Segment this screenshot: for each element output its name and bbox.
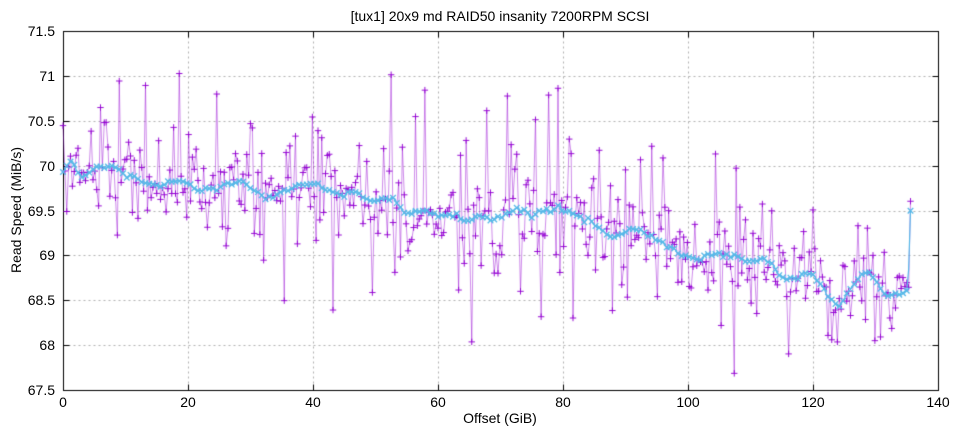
x-tick-label: 0 bbox=[59, 394, 67, 410]
y-tick-label: 70 bbox=[39, 158, 55, 174]
y-tick-label: 67.5 bbox=[27, 382, 55, 398]
y-tick-label: 69.5 bbox=[27, 203, 55, 219]
y-tick-label: 68.5 bbox=[27, 292, 55, 308]
x-tick-label: 120 bbox=[801, 394, 825, 410]
x-tick-label: 140 bbox=[926, 394, 950, 410]
y-tick-label: 69 bbox=[39, 247, 55, 263]
x-tick-label: 60 bbox=[430, 394, 446, 410]
y-tick-label: 71.5 bbox=[27, 23, 55, 39]
y-tick-label: 68 bbox=[39, 337, 55, 353]
y-tick-label: 71 bbox=[39, 68, 55, 84]
x-axis-label: Offset (GiB) bbox=[463, 410, 537, 426]
y-tick-label: 70.5 bbox=[27, 113, 55, 129]
x-tick-label: 100 bbox=[676, 394, 700, 410]
x-tick-label: 80 bbox=[555, 394, 571, 410]
x-tick-label: 20 bbox=[180, 394, 196, 410]
x-tick-label: 40 bbox=[305, 394, 321, 410]
chart-title: [tux1] 20x9 md RAID50 insanity 7200RPM S… bbox=[350, 8, 650, 24]
